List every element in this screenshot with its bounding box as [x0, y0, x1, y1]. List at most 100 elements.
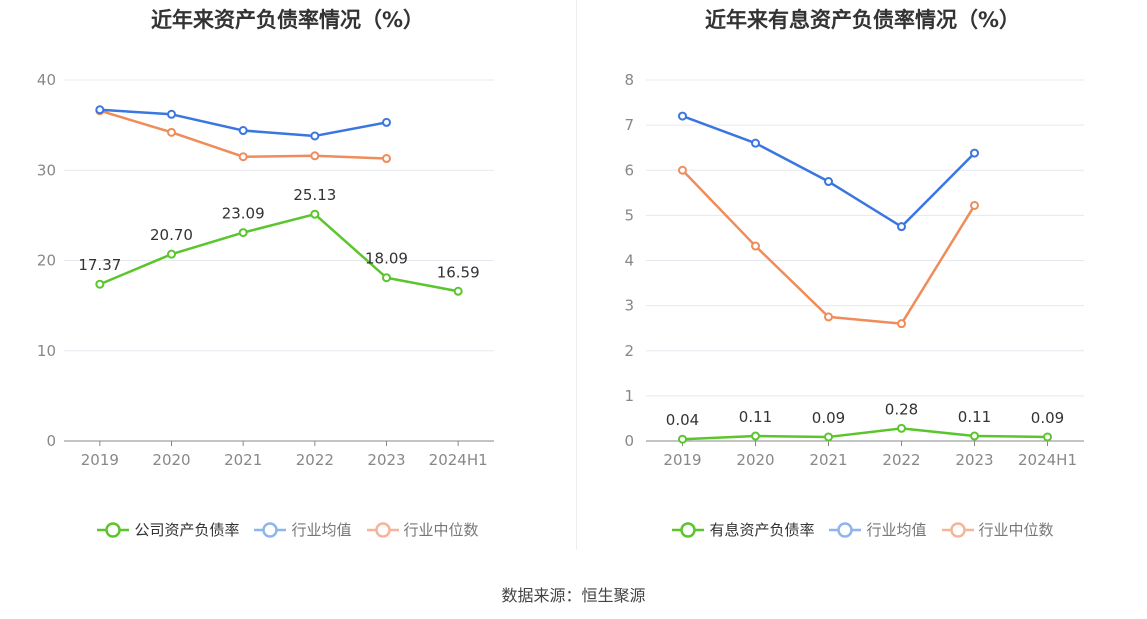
data-point[interactable] [238, 152, 248, 162]
legend-item[interactable]: 行业均值 [828, 519, 927, 540]
legend-line-marker-icon [672, 521, 705, 538]
data-point[interactable] [678, 434, 687, 444]
y-tick-label: 20 [37, 252, 56, 270]
legend-line-marker-icon [366, 521, 399, 538]
x-tick-label: 2020 [736, 451, 774, 469]
chart-plot-interest-bearing: 0 1 2 3 4 5 6 7 8 2019 2020 2021 2022 2023 2024H1 0.04 0… [624, 71, 1084, 469]
data-point[interactable] [897, 222, 906, 232]
y-tick-label: 10 [37, 342, 56, 360]
data-point[interactable] [167, 127, 176, 137]
y-tick-label: 30 [37, 161, 56, 179]
y-tick-label: 4 [624, 252, 634, 270]
data-point[interactable] [678, 111, 687, 121]
legend-item[interactable]: 公司资产负债率 [96, 519, 239, 540]
data-label: 25.13 [293, 186, 336, 204]
chart-legend: 公司资产负债率 行业均值 行业中位数 [0, 519, 575, 540]
data-point[interactable] [95, 279, 105, 289]
y-tick-label: 2 [624, 342, 634, 360]
x-tick-label: 2024H1 [1018, 451, 1077, 469]
data-label: 0.04 [666, 411, 699, 429]
data-point[interactable] [453, 286, 463, 296]
data-point[interactable] [1043, 432, 1052, 442]
y-tick-label: 0 [46, 432, 56, 450]
legend-item[interactable]: 行业中位数 [366, 519, 479, 540]
legend-line-marker-icon [829, 521, 862, 538]
data-point[interactable] [824, 312, 833, 322]
series-line [682, 427, 1048, 441]
data-point[interactable] [382, 273, 391, 283]
y-tick-label: 8 [624, 71, 634, 89]
data-point[interactable] [970, 200, 979, 210]
data-label: 20.70 [150, 226, 193, 244]
x-tick-label: 2022 [296, 451, 334, 469]
chart-panel-interest-bearing: 近年来有息资产负债率情况（%） 0 1 2 3 4 5 6 7 8 2019 2020 2021 202… [578, 0, 1147, 560]
data-label: 18.09 [365, 250, 408, 268]
chart-title: 近年来有息资产负债率情况（%） [704, 8, 1021, 32]
data-point[interactable] [167, 249, 176, 259]
data-label: 0.09 [812, 409, 845, 427]
x-tick-label: 2021 [224, 451, 262, 469]
x-tick-label: 2019 [81, 451, 119, 469]
data-point[interactable] [824, 432, 833, 442]
data-point[interactable] [970, 148, 979, 158]
x-tick-label: 2022 [882, 451, 920, 469]
data-point[interactable] [897, 319, 906, 329]
x-tick-label: 2023 [955, 451, 993, 469]
data-label: 0.28 [885, 400, 918, 418]
legend-line-marker-icon [941, 521, 974, 538]
data-point[interactable] [310, 209, 320, 219]
x-tick-label: 2020 [152, 451, 190, 469]
panel-divider [576, 0, 577, 550]
data-point[interactable] [238, 228, 248, 238]
y-tick-label: 40 [37, 71, 56, 89]
data-point[interactable] [95, 105, 105, 115]
data-label: 17.37 [78, 256, 121, 274]
series-line [681, 169, 976, 325]
data-label: 0.11 [958, 408, 991, 426]
chart-title: 近年来资产负债率情况（%） [150, 8, 425, 32]
legend-label: 公司资产负债率 [134, 521, 240, 539]
chart-legend: 有息资产负债率 行业均值 行业中位数 [578, 519, 1147, 540]
legend-line-marker-icon [97, 521, 130, 538]
y-tick-label: 5 [624, 206, 634, 224]
data-point[interactable] [310, 151, 320, 161]
data-point[interactable] [751, 431, 760, 441]
y-tick-label: 7 [624, 116, 634, 134]
data-point[interactable] [824, 177, 833, 187]
data-point[interactable] [970, 431, 979, 441]
legend-item[interactable]: 有息资产负债率 [671, 519, 814, 540]
legend-label: 行业均值 [291, 521, 352, 539]
data-point[interactable] [751, 241, 760, 251]
data-point[interactable] [167, 109, 176, 119]
data-point[interactable] [897, 423, 906, 433]
x-tick-label: 2019 [663, 451, 701, 469]
x-tick-label: 2021 [809, 451, 847, 469]
legend-item[interactable]: 行业均值 [253, 519, 352, 540]
legend-label: 行业均值 [866, 521, 927, 539]
data-label: 0.11 [739, 408, 772, 426]
legend-line-marker-icon [254, 521, 287, 538]
data-label: 0.09 [1031, 409, 1064, 427]
data-point[interactable] [238, 126, 248, 136]
chart-panel-asset-liability: 近年来资产负债率情况（%） 0 10 20 30 40 2019 2020 2021 2022 2… [0, 0, 575, 560]
series-line [99, 212, 459, 293]
legend-label: 行业中位数 [978, 521, 1054, 539]
legend-label: 有息资产负债率 [709, 521, 815, 539]
series-line [682, 114, 976, 228]
legend-item[interactable]: 行业中位数 [941, 519, 1054, 540]
x-tick-label: 2024H1 [429, 451, 488, 469]
data-label: 23.09 [222, 205, 265, 223]
legend-label: 行业中位数 [403, 521, 479, 539]
data-source-note: 数据来源：恒生聚源 [501, 586, 646, 605]
data-point[interactable] [678, 165, 687, 175]
data-label: 16.59 [437, 263, 480, 281]
y-tick-label: 6 [624, 161, 634, 179]
x-tick-label: 2023 [367, 451, 405, 469]
data-point[interactable] [751, 138, 760, 148]
y-tick-label: 3 [624, 297, 634, 315]
data-point[interactable] [382, 117, 391, 127]
y-tick-label: 1 [624, 387, 634, 405]
data-point[interactable] [382, 154, 391, 164]
chart-plot-asset-liability: 0 10 20 30 40 2019 2020 2021 2022 2023 2024H1 17.37… [37, 71, 494, 469]
data-point[interactable] [310, 131, 320, 141]
